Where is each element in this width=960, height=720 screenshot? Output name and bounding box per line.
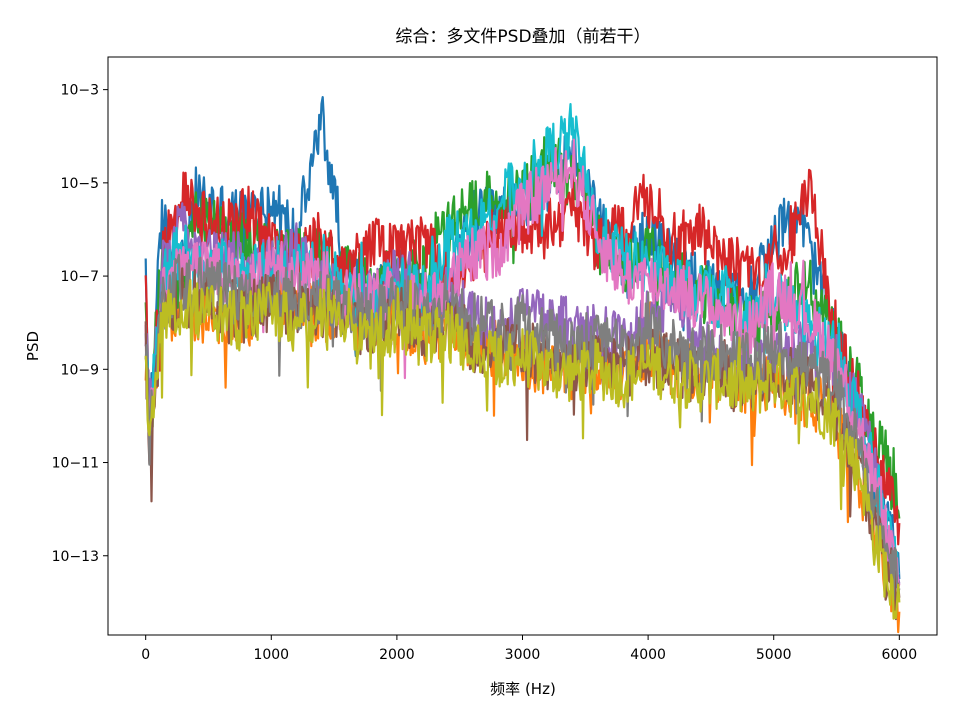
y-axis: 10−3 10−5 10−7 10−9 10−11 10−13 <box>52 83 108 565</box>
psd-series-line <box>144 277 901 620</box>
y-tick-label: 10−7 <box>61 269 99 285</box>
y-tick-label: 10−13 <box>52 549 99 565</box>
psd-series-line <box>144 253 901 601</box>
series-layer <box>144 95 901 634</box>
y-tick-label: 10−11 <box>52 456 99 472</box>
x-axis-label: 频率 (Hz) <box>490 680 556 698</box>
x-tick-label: 4000 <box>630 647 666 663</box>
x-tick-label: 6000 <box>881 647 917 663</box>
y-tick-label: 10−3 <box>61 83 99 99</box>
chart-title: 综合：多文件PSD叠加（前若干） <box>395 27 650 47</box>
plot-area <box>107 56 938 636</box>
y-tick-label: 10−9 <box>61 362 99 378</box>
x-tick-label: 5000 <box>756 647 792 663</box>
psd-series-line <box>144 138 901 590</box>
y-tick-label: 10−5 <box>61 176 99 192</box>
x-tick-label: 3000 <box>505 647 541 663</box>
x-tick-label: 0 <box>141 647 150 663</box>
x-tick-label: 2000 <box>379 647 415 663</box>
y-axis-label: PSD <box>24 331 42 361</box>
x-axis: 0 1000 2000 3000 4000 5000 6000 <box>141 635 917 663</box>
x-tick-label: 1000 <box>253 647 289 663</box>
